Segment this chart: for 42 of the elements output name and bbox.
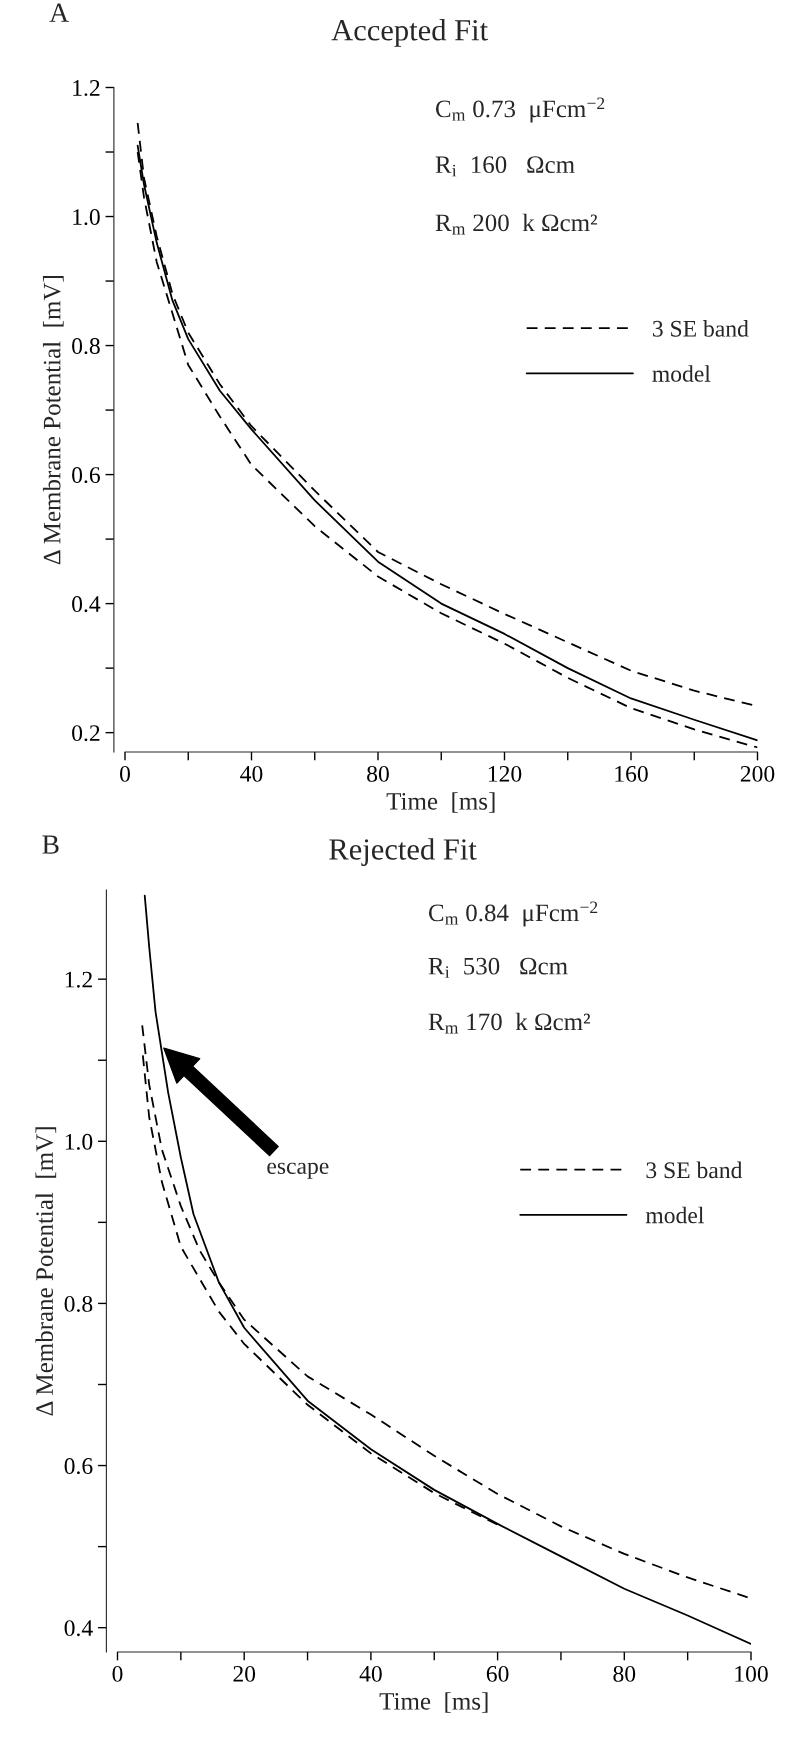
- y-tick-label: 1.2: [65, 971, 92, 988]
- chart-title: Rejected Fit: [329, 838, 477, 866]
- y-tick-label: 1.2: [73, 80, 100, 97]
- x-tick-label: 0: [120, 765, 130, 782]
- y-tick-label: 0.8: [72, 338, 100, 355]
- x-tick-label: 160: [615, 765, 648, 782]
- x-tick-label: 80: [367, 765, 389, 782]
- annotation: C$_{m}$ 0.84 μFcm$^{−2}$: [428, 901, 598, 927]
- legend-label: model: [652, 365, 711, 382]
- text: B: [42, 835, 59, 854]
- y-axis-title: Δ Membrane Potential [mV]: [35, 1127, 57, 1416]
- y-tick-label: 1.0: [73, 209, 100, 226]
- x-tick-label: 120: [488, 765, 522, 782]
- text: A: [49, 3, 69, 22]
- legend-label: 3 SE band: [646, 1161, 743, 1179]
- x-tick-label: 80: [613, 1665, 636, 1682]
- x-tick-label: 20: [233, 1665, 256, 1682]
- x-tick-label: 40: [359, 1665, 382, 1682]
- y-tick-label: 0.4: [72, 596, 101, 613]
- y-tick-label: 0.6: [64, 1458, 93, 1475]
- x-tick-label: 100: [735, 1665, 768, 1682]
- annotation: R$_{m}$ 200 k Ωcm²: [435, 213, 598, 235]
- x-axis-title: Time [ms]: [386, 792, 495, 813]
- legend-label: 3 SE band: [652, 320, 749, 337]
- x-axis-title: Time [ms]: [379, 1692, 488, 1713]
- x-tick-label: 40: [240, 765, 263, 782]
- annotation: C$_{m}$ 0.73 μFcm$^{−2}$: [435, 97, 605, 123]
- annotation: escape: [267, 1162, 329, 1179]
- y-tick-label: 0.2: [72, 725, 100, 742]
- y-axis-title: Δ Membrane Potential [mV]: [42, 276, 64, 565]
- x-tick-label: 200: [740, 765, 775, 782]
- annotation: R$_{m}$ 170 k Ωcm²: [428, 1012, 591, 1034]
- annotation: R$_{i}$ 160 Ωcm: [435, 156, 575, 177]
- chart-title: Accepted Fit: [331, 19, 488, 47]
- annotation: R$_{i}$ 530 Ωcm: [428, 957, 568, 978]
- y-tick-label: 0.6: [72, 467, 100, 484]
- y-tick-label: 0.8: [64, 1295, 93, 1312]
- x-tick-label: 60: [486, 1665, 509, 1682]
- y-tick-label: 0.4: [64, 1620, 93, 1637]
- y-tick-label: 1.0: [65, 1133, 93, 1150]
- legend-label: model: [645, 1206, 704, 1224]
- x-tick-label: 0: [112, 1665, 123, 1682]
